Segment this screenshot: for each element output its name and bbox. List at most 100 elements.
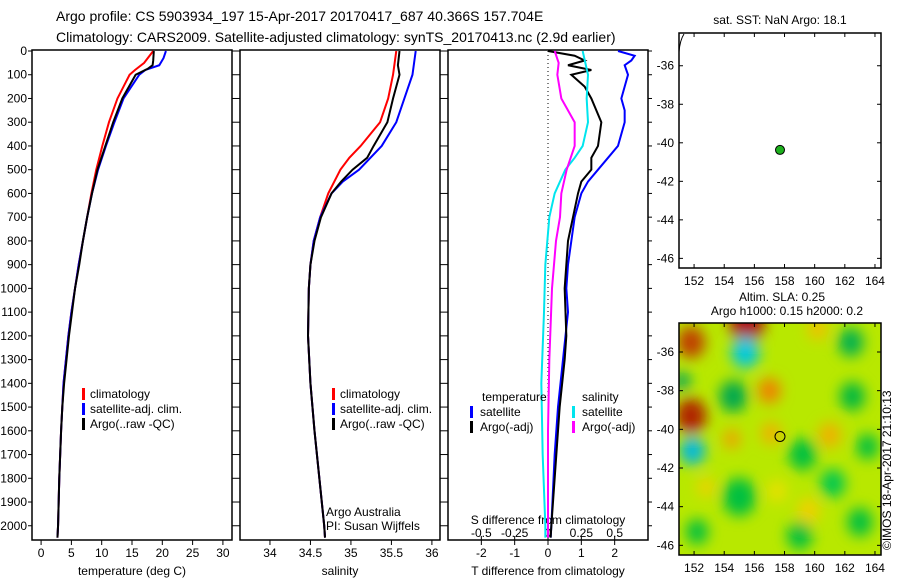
y-tick-label: -46	[657, 538, 675, 552]
x2-tick-label: 0.5	[606, 526, 623, 540]
profile-line-argo-raw-qc-	[307, 50, 401, 538]
y-tick-label: 0	[20, 44, 27, 58]
sla-anomaly-cell	[856, 433, 879, 460]
profile-line-s-satellite	[540, 50, 590, 538]
x-tick-label: 1	[578, 546, 585, 560]
y-tick-label: -36	[657, 59, 675, 73]
sla-anomaly-cell	[679, 326, 706, 359]
legend-swatch	[82, 403, 85, 415]
x-tick-label: 34.5	[299, 546, 323, 560]
profile-line-climatology	[307, 50, 398, 538]
legend-label: Argo(..raw -QC)	[340, 417, 425, 431]
sla-anomaly-cell	[679, 436, 706, 465]
legend-title: salinity	[582, 390, 619, 404]
sla-map-subtitle: Argo h1000: 0.15 h2000: 0.2	[711, 304, 863, 318]
y-tick-label: 1400	[0, 376, 27, 390]
x-axis-label: T difference from climatology	[471, 564, 625, 578]
y-tick-label: -40	[657, 136, 675, 150]
x-tick-label: 164	[865, 561, 885, 575]
sla-anomaly-cell	[719, 380, 748, 413]
y-tick-label: 1900	[0, 495, 27, 509]
legend-label: satellite-adj. clim.	[340, 402, 432, 416]
x-axis-label: temperature (deg C)	[78, 564, 186, 578]
y-tick-label: 1000	[0, 281, 27, 295]
legend-swatch	[572, 406, 575, 418]
legend-swatch	[332, 388, 335, 400]
y-tick-label: -36	[657, 345, 675, 359]
sla-anomaly-cell	[679, 398, 707, 434]
plot-frame-salinity	[239, 49, 441, 541]
x-axis-label: salinity	[322, 564, 359, 578]
sla-anomaly-cell	[797, 497, 820, 524]
sla-anomaly-cell	[838, 327, 864, 357]
sla-anomaly-cell	[697, 477, 715, 497]
y-tick-label: 2000	[0, 519, 27, 533]
x-tick-label: 35	[344, 546, 358, 560]
x-tick-label: 158	[775, 274, 795, 288]
series-group-difference	[540, 50, 637, 538]
legend-swatch	[470, 421, 473, 433]
x-tick-label: 2	[611, 546, 618, 560]
y-tick-label: 1500	[0, 400, 27, 414]
x-tick-label: -1	[509, 546, 520, 560]
y-tick-label: 500	[7, 163, 27, 177]
argo-position-marker	[774, 430, 786, 442]
annotation-text: Argo Australia	[326, 505, 401, 519]
x-tick-label: 0	[38, 546, 45, 560]
legend-label: climatology	[90, 387, 150, 401]
legend-label: Argo(-adj)	[480, 420, 533, 434]
sla-map-frame	[678, 322, 882, 556]
x-tick-label: 35.5	[380, 546, 404, 560]
x-tick-label: 162	[835, 274, 855, 288]
legend-swatch	[470, 406, 473, 418]
sla-anomaly-cell	[731, 336, 760, 368]
sla-anomaly-cell	[807, 323, 828, 340]
sla-anomaly-cell	[758, 377, 781, 404]
x-tick-label: 5	[68, 546, 75, 560]
y-tick-label: 1600	[0, 424, 27, 438]
y-tick-label: -38	[657, 97, 675, 111]
x-tick-label: 10	[95, 546, 109, 560]
legend-swatch	[332, 403, 335, 415]
y-tick-label: -42	[657, 174, 675, 188]
x2-tick-label: 0.25	[570, 526, 594, 540]
x2-tick-label: -0.25	[501, 526, 529, 540]
legend-label: satellite	[582, 405, 623, 419]
y-tick-label: 1700	[0, 448, 27, 462]
y-tick-label: 600	[7, 186, 27, 200]
y-tick-label: 900	[7, 258, 27, 272]
sla-map-title: Altim. SLA: 0.25	[739, 290, 825, 304]
sla-anomaly-cell	[786, 521, 813, 551]
y-tick-label: -38	[657, 384, 675, 398]
y-tick-label: 1800	[0, 471, 27, 485]
x-tick-label: 154	[714, 561, 734, 575]
legend-label: satellite	[480, 405, 521, 419]
legend-swatch	[82, 418, 85, 430]
y-tick-label: -46	[657, 251, 675, 265]
sla-anomaly-cell	[723, 429, 741, 449]
x-tick-label: 164	[865, 274, 885, 288]
profile-line-argo-raw-qc-	[56, 50, 155, 538]
x-tick-label: 162	[835, 561, 855, 575]
x-tick-label: -2	[476, 546, 487, 560]
series-group-salinity	[307, 50, 417, 538]
x-tick-label: 152	[684, 561, 704, 575]
annotation-text: PI: Susan Wijffels	[326, 519, 420, 533]
legend-label: satellite-adj. clim.	[90, 402, 182, 416]
x-tick-label: 0	[545, 546, 552, 560]
profile-line-climatology	[56, 50, 155, 538]
sla-anomaly-cell	[722, 477, 757, 517]
sla-anomaly-cell	[679, 371, 691, 391]
sla-heatmap	[679, 323, 881, 555]
y-tick-label: 700	[7, 210, 27, 224]
legend-swatch	[332, 418, 335, 430]
y-tick-label: 800	[7, 234, 27, 248]
y-tick-label: -44	[657, 213, 675, 227]
sst-map-frame	[678, 32, 882, 269]
y-tick-label: 1300	[0, 353, 27, 367]
x-tick-label: 20	[156, 546, 170, 560]
legend-label: Argo(..raw -QC)	[90, 417, 175, 431]
series-group-temperature	[56, 50, 167, 538]
